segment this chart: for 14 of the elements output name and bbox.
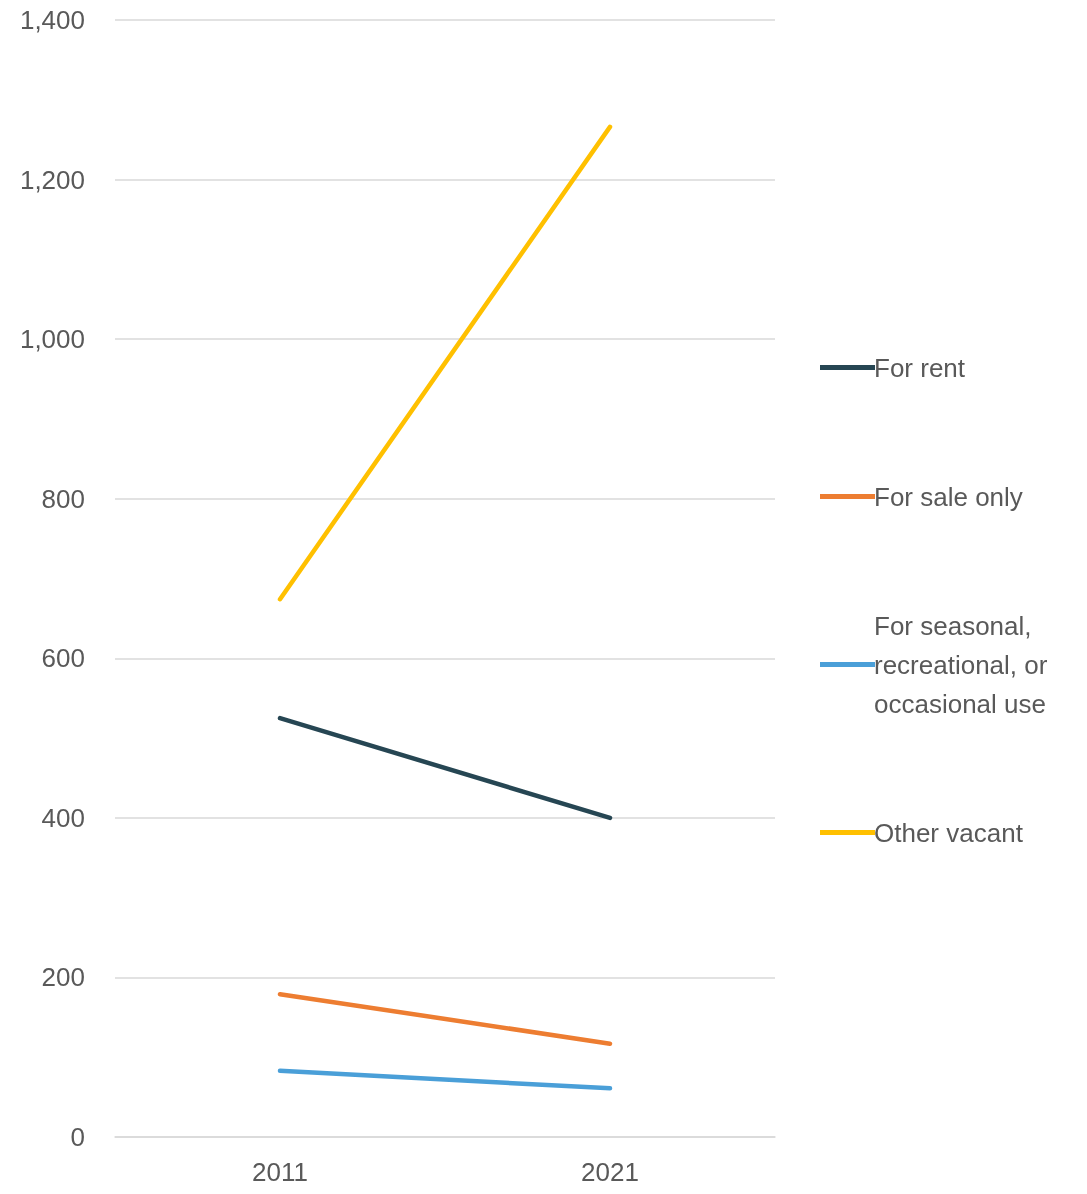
x-tick-label: 2011 (252, 1157, 308, 1187)
legend-label: Other vacant (874, 817, 1024, 848)
y-tick-label: 1,400 (19, 5, 85, 35)
legend-label: For sale only (874, 481, 1023, 512)
x-tick-label: 2021 (581, 1157, 639, 1187)
y-tick-label: 1,200 (19, 164, 85, 195)
legend-label: For seasonal, recreational, or occasional use (874, 610, 1055, 719)
legend-label: For rent (874, 352, 966, 383)
y-tick-label: 1,000 (19, 324, 85, 355)
y-tick-label: 0 (70, 1122, 85, 1152)
y-tick-label: 200 (41, 962, 85, 993)
y-tick-label: 600 (41, 643, 85, 674)
y-tick-label: 800 (41, 483, 85, 514)
y-tick-label: 400 (41, 802, 85, 833)
